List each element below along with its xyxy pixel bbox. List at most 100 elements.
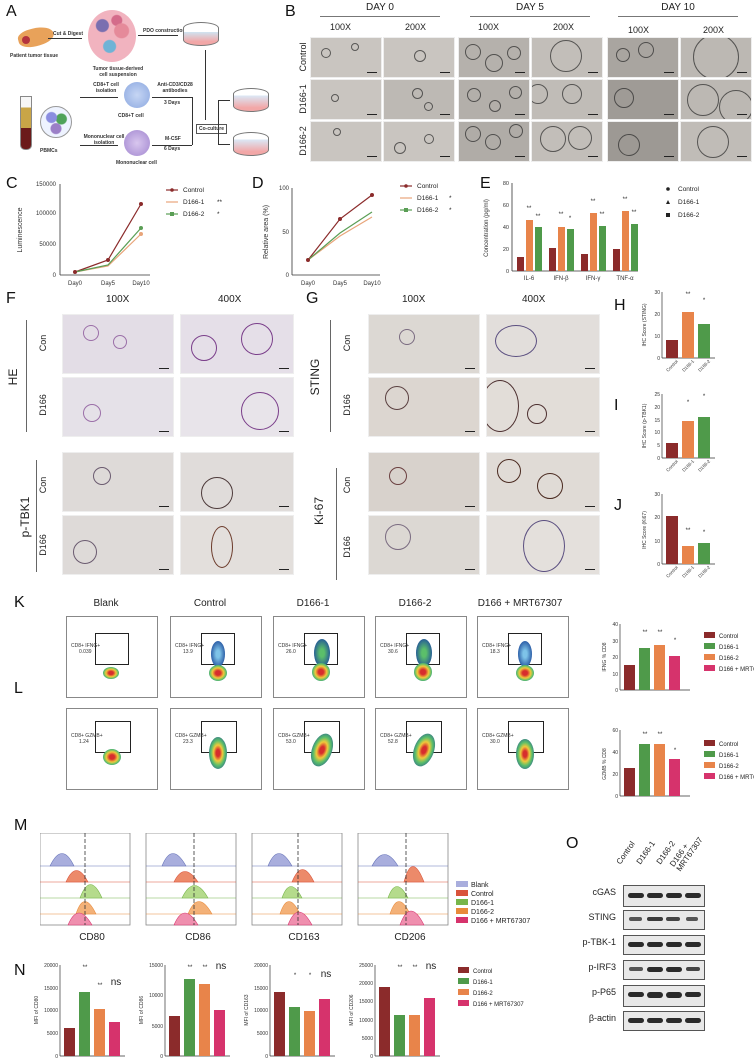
svg-text:15000: 15000 [44,986,58,992]
arrow [80,97,118,98]
chart-d: 0 50 100 Relative area (%) Day0 Day5 Day… [263,183,452,287]
histology-image [486,452,600,512]
arrow [80,145,118,146]
svg-text:Control: Control [665,565,679,579]
panel-g: G 100X 400X STING Con D166 Ki-67 Con D16… [300,290,605,580]
svg-text:*: * [703,394,706,400]
organoid-image [310,79,382,120]
svg-text:D166-1: D166-1 [417,195,439,202]
histogram-cd80 [40,833,131,926]
panel-label-e: E [480,175,491,192]
organoid-image [458,37,530,78]
panel-label-l: L [14,680,23,697]
svg-text:20: 20 [612,655,618,661]
svg-text:0: 0 [370,1054,373,1060]
svg-text:80: 80 [503,181,509,187]
panel-o: O Control D166-1 D166-2 D166 + MRT67307 … [560,835,754,1063]
stain-label-sting: STING [308,358,322,396]
svg-text:15: 15 [654,418,660,424]
histology-image [486,515,600,575]
mag-label: 100X [330,22,352,32]
svg-text:D166-2: D166-2 [697,458,711,472]
divider [618,16,738,17]
organoid-image [531,79,603,120]
svg-text:ns: ns [111,977,122,988]
svg-text:**: ** [536,214,541,220]
svg-text:0: 0 [265,1054,268,1060]
facs-column-header: D166-2 [398,598,432,609]
svg-text:*: * [449,207,452,214]
patient-tissue-label: Patient tumor tissue [10,53,59,59]
panel-label-j: J [614,497,622,514]
facs-plot: CD8+ IFNG+ 13.9 [170,616,262,698]
svg-text:60: 60 [503,203,509,209]
cd8-cell-label: CD8+T cell [118,113,144,119]
pdo-construction-label: PDO construction [143,28,186,34]
lane-label: D166-1 [634,839,658,866]
divider [26,320,27,432]
svg-text:**: ** [658,732,663,738]
svg-text:D166-2: D166-2 [719,764,739,770]
svg-text:Day5: Day5 [101,281,116,287]
svg-text:**: ** [527,206,532,212]
svg-text:Day0: Day0 [301,281,316,287]
lane-label: D166 + MRT67307 [668,835,705,873]
day-header: DAY 0 [366,2,394,13]
histogram-cd206 [357,833,449,926]
facs-plot: CD8+ IFNG+ 26.0 [273,616,365,698]
svg-text:20000: 20000 [359,981,373,987]
six-days-label: 6 Days [164,146,181,152]
svg-text:**: ** [217,199,223,206]
mag-label: 100X [478,22,500,32]
facs-column-header: Blank [93,598,119,609]
svg-text:D166-1: D166-1 [719,753,739,759]
histology-image [486,314,600,374]
facs-plot: CD8+ GZMB+ 1.24 [66,708,158,790]
svg-text:0: 0 [657,562,660,568]
chart-n-cd163: 0 5000 10000 15000 20000 MFI of CD163 * * ns [244,963,335,1060]
panel-label-a: A [6,3,17,20]
blot-strip [623,910,705,930]
connector [218,100,219,144]
svg-text:Control: Control [665,359,679,373]
mag-label: 200X [553,22,575,32]
facs-plot: CD8+ IFNG+ 0.039 [66,616,158,698]
mag-label: 100X [106,294,130,305]
svg-text:*: * [217,211,220,218]
organoid-image [531,37,603,78]
svg-text:Day10: Day10 [363,281,381,287]
svg-text:15000: 15000 [254,986,268,992]
divider [36,460,37,572]
chart-n-cd86: 0 5000 10000 15000 MFI of CD86 ** ** ns [139,961,230,1060]
row-label: Con [342,334,352,352]
svg-text:20: 20 [503,247,509,253]
svg-text:MFI of CD86: MFI of CD86 [139,996,145,1025]
mag-label: 400X [218,294,242,305]
svg-text:25000: 25000 [359,963,373,969]
svg-text:D166-1: D166-1 [681,358,695,372]
svg-text:**: ** [643,732,648,738]
svg-text:*: * [449,195,452,202]
svg-text:100: 100 [279,186,290,192]
svg-text:D166-2: D166-2 [697,358,711,372]
svg-text:Control: Control [417,183,439,190]
svg-text:D166-2: D166-2 [473,991,493,997]
svg-text:0: 0 [160,1054,163,1060]
svg-text:**: ** [643,630,648,636]
svg-text:Control: Control [719,634,738,640]
row-label: Con [38,334,48,352]
mono-cell-label: Mononuclear cell [116,160,157,166]
mono-isolation-label: Mononuclear cell isolation [83,134,125,146]
svg-text:D166-2: D166-2 [183,211,205,218]
chart-c: 0 50000 100000 150000 Luminescence Day0 … [17,182,223,287]
svg-text:Concentration (pg/ml): Concentration (pg/ml) [484,199,490,257]
svg-text:D166-2: D166-2 [417,207,439,214]
svg-text:50: 50 [282,230,289,236]
svg-text:30: 30 [612,639,618,645]
mag-label: 100X [402,294,426,305]
arrow [48,38,82,39]
svg-text:20000: 20000 [254,963,268,969]
svg-text:*: * [674,638,677,644]
